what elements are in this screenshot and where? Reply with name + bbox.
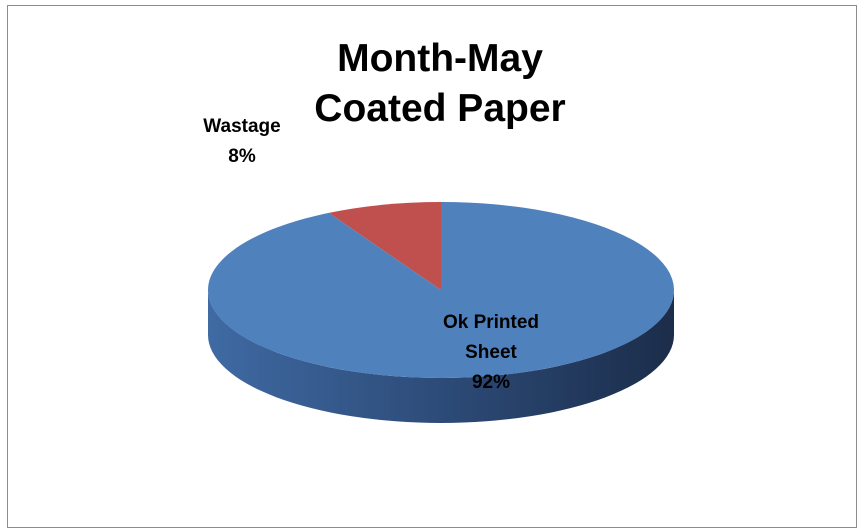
pie-slice-ok-printed-sheet xyxy=(208,202,675,378)
data-label-ok-name-line-2: Sheet xyxy=(465,342,517,363)
pie-slice-wastage xyxy=(328,202,441,290)
data-label-ok-printed-sheet: Ok Printed Sheet 92% xyxy=(425,308,557,398)
chart-title-line-1: Month-May xyxy=(337,37,543,80)
data-label-wastage-value: 8% xyxy=(228,146,256,167)
chart-title-line-2: Coated Paper xyxy=(314,87,566,130)
data-label-ok-name-line-1: Ok Printed xyxy=(442,312,540,333)
data-label-wastage-name: Wastage xyxy=(203,116,281,137)
data-label-wastage: Wastage 8% xyxy=(186,112,298,172)
chart-title: Month-May Coated Paper xyxy=(270,34,610,134)
data-label-ok-value: 92% xyxy=(471,372,511,393)
pie-side-ok-printed-sheet xyxy=(208,290,674,423)
